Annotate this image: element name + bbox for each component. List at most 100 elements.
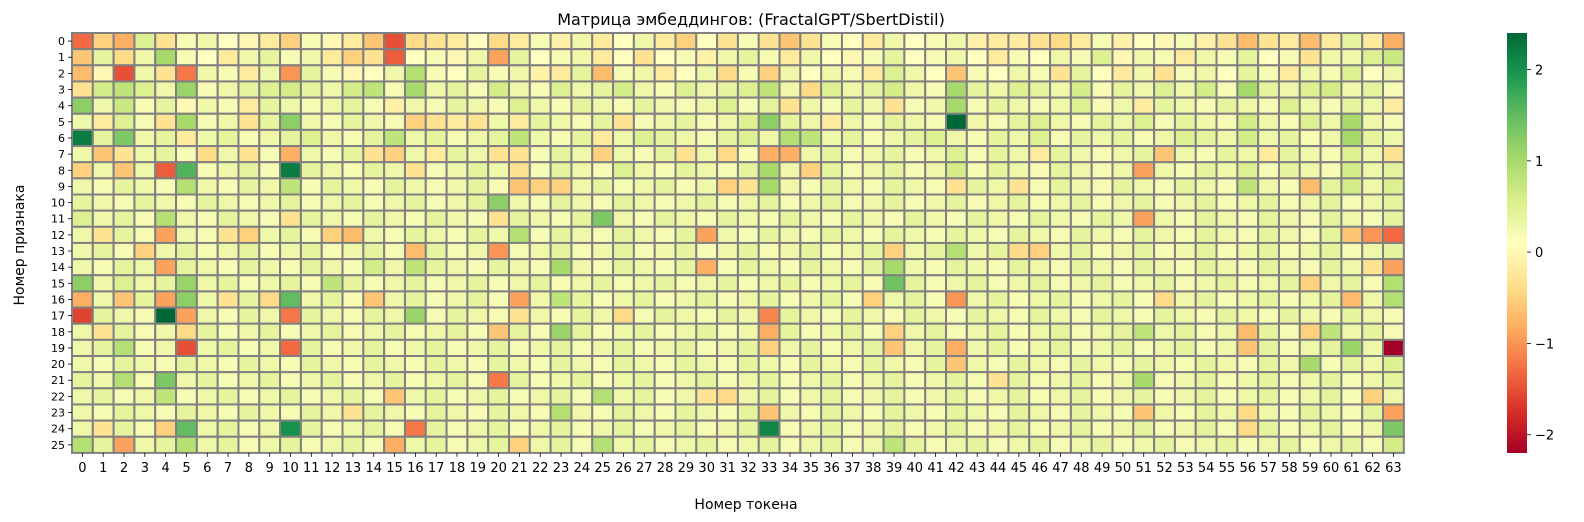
heatmap-cell — [549, 387, 573, 406]
heatmap-cell — [445, 322, 469, 341]
heatmap-cell — [1340, 112, 1364, 131]
heatmap-cell — [965, 355, 989, 374]
heatmap-cell — [882, 355, 906, 374]
heatmap-cell — [1132, 177, 1156, 196]
heatmap-cell — [1007, 403, 1031, 422]
heatmap-cell — [945, 80, 968, 99]
heatmap-cell — [965, 306, 989, 325]
heatmap-cell — [528, 193, 552, 212]
heatmap-cell — [175, 32, 198, 51]
heatmap-cell — [778, 338, 802, 358]
heatmap-cell — [820, 225, 843, 244]
heatmap-cell — [549, 403, 573, 422]
heatmap-cell — [799, 80, 823, 99]
heatmap-cell — [632, 225, 656, 244]
heatmap-cell — [674, 387, 698, 406]
heatmap-cell — [1361, 306, 1385, 325]
heatmap-cell — [549, 64, 573, 83]
heatmap-cell — [133, 80, 157, 99]
heatmap-cell — [341, 96, 365, 115]
heatmap-cell — [403, 96, 427, 115]
heatmap-cell — [570, 435, 594, 454]
heatmap-cell — [216, 322, 240, 341]
heatmap-cell — [362, 241, 386, 261]
heatmap-cell — [341, 32, 365, 51]
heatmap-cell — [195, 145, 219, 164]
heatmap-cell — [1215, 145, 1239, 164]
heatmap-cell — [945, 435, 968, 454]
heatmap-cell — [424, 96, 448, 115]
heatmap-cell — [674, 322, 698, 341]
heatmap-cell — [112, 290, 136, 309]
heatmap-cell — [1173, 80, 1197, 99]
heatmap-cell — [1382, 32, 1405, 51]
heatmap-cell — [1069, 32, 1093, 51]
heatmap-cell — [1173, 193, 1197, 212]
heatmap-cell — [383, 338, 406, 358]
heatmap-cell — [299, 306, 323, 325]
heatmap-cell — [216, 419, 240, 438]
heatmap-cell — [549, 274, 573, 293]
heatmap-cell — [175, 387, 198, 406]
heatmap-cell — [674, 338, 698, 358]
heatmap-cell — [383, 258, 406, 277]
heatmap-cell — [736, 435, 760, 454]
heatmap-cell — [279, 193, 302, 212]
heatmap-cell — [1215, 96, 1239, 115]
heatmap-cell — [965, 258, 989, 277]
heatmap-cell — [695, 145, 719, 164]
heatmap-cell — [91, 419, 115, 438]
heatmap-cell — [612, 435, 635, 454]
heatmap-cell — [403, 338, 427, 358]
heatmap-cell — [653, 258, 677, 277]
x-tick-label: 56 — [1239, 461, 1256, 476]
heatmap-cell — [341, 80, 365, 99]
heatmap-cell — [757, 338, 781, 358]
heatmap-cell — [71, 290, 94, 309]
x-tick-label: 43 — [969, 461, 986, 476]
heatmap-cell — [1007, 128, 1031, 148]
heatmap-cell — [175, 225, 198, 244]
heatmap-cell — [736, 145, 760, 164]
heatmap-cell — [736, 419, 760, 438]
heatmap-cell — [799, 145, 823, 164]
heatmap-cell — [1028, 435, 1052, 454]
heatmap-cell — [924, 128, 948, 148]
heatmap-cell — [570, 403, 594, 422]
heatmap-cell — [91, 403, 115, 422]
heatmap-cell — [320, 32, 344, 51]
heatmap-cell — [1153, 32, 1176, 51]
heatmap-cell — [903, 80, 927, 99]
heatmap-cell — [1319, 435, 1343, 454]
heatmap-cell — [736, 371, 760, 390]
heatmap-cell — [1153, 128, 1176, 148]
heatmap-cell — [1069, 64, 1093, 83]
heatmap-cell — [986, 371, 1010, 390]
heatmap-cell — [445, 258, 469, 277]
heatmap-cell — [965, 225, 989, 244]
heatmap-cell — [1340, 419, 1364, 438]
heatmap-cell — [986, 64, 1010, 83]
heatmap-cell — [1153, 435, 1176, 454]
heatmap-cell — [258, 225, 282, 244]
heatmap-cells — [71, 32, 1405, 454]
heatmap-cell — [528, 209, 552, 228]
heatmap-cell — [1236, 48, 1260, 67]
heatmap-cell — [424, 209, 448, 228]
heatmap-cell — [1382, 241, 1405, 261]
heatmap-cell — [195, 177, 219, 196]
heatmap-cell — [341, 145, 365, 164]
heatmap-cell — [1194, 306, 1218, 325]
heatmap-cell — [445, 177, 469, 196]
x-tick-label: 19 — [470, 461, 487, 476]
heatmap-cell — [175, 371, 198, 390]
heatmap-cell — [1049, 355, 1072, 374]
heatmap-cell — [133, 112, 157, 131]
heatmap-cell — [487, 258, 511, 277]
heatmap-cell — [591, 338, 615, 358]
heatmap-cell — [736, 96, 760, 115]
heatmap-cell — [695, 274, 719, 293]
heatmap-cell — [279, 48, 302, 67]
heatmap-cell — [945, 64, 968, 83]
heatmap-cell — [466, 128, 490, 148]
